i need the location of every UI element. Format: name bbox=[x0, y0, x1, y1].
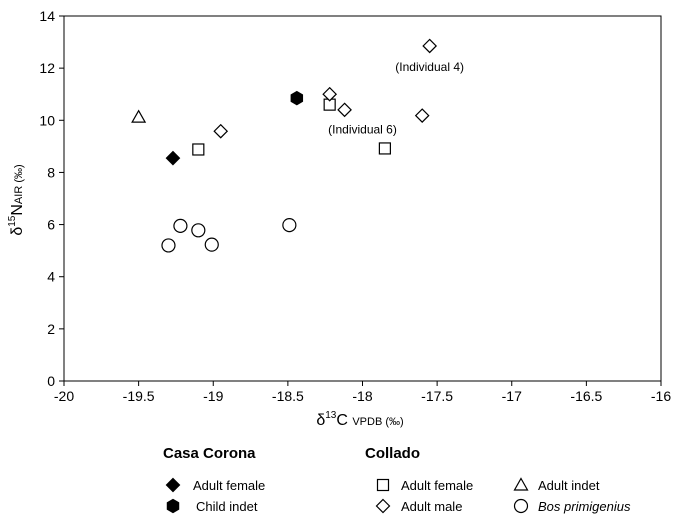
data-point-collado-bos-primigenius bbox=[173, 218, 188, 233]
legend-marker-casa-corona-child-indet bbox=[166, 498, 180, 514]
x-tick-label: -19.5 bbox=[123, 388, 155, 404]
x-tick-label: -20 bbox=[54, 388, 74, 404]
x-tick-label: -18 bbox=[352, 388, 372, 404]
x-axis-title-sub: VPDB (‰) bbox=[352, 416, 403, 428]
data-point-collado-bos-primigenius bbox=[282, 217, 297, 233]
data-point-collado-bos-primigenius bbox=[191, 223, 206, 238]
annotations: (Individual 4) (Individual 6) bbox=[328, 60, 464, 137]
y-tick-label: 10 bbox=[39, 112, 55, 128]
legend-item-collado-adult-female bbox=[376, 478, 390, 492]
x-axis-title-prefix: δ bbox=[316, 412, 325, 429]
legend-marker-collado-bos-primigenius bbox=[513, 498, 529, 514]
legend-label-collado-adult-male: Adult male bbox=[401, 499, 462, 514]
data-points bbox=[131, 38, 438, 253]
annotation-individual-4: (Individual 4) bbox=[395, 60, 464, 74]
data-point-collado-adult-male bbox=[337, 102, 352, 118]
y-axis-title-main: N bbox=[9, 204, 26, 216]
legend-label-casa-corona-adult-female: Adult female bbox=[193, 478, 265, 493]
y-tick-label: 12 bbox=[39, 60, 55, 76]
x-tick-label: -17 bbox=[502, 388, 522, 404]
data-point-collado-adult-male bbox=[322, 86, 338, 102]
x-axis-title: δ13C VPDB (‰) bbox=[316, 410, 403, 429]
data-point-casa-corona-adult-female bbox=[165, 150, 181, 166]
data-point-collado-adult-male bbox=[213, 123, 229, 139]
y-tick-label: 4 bbox=[47, 269, 55, 285]
legend-label-casa-corona-child-indet: Child indet bbox=[196, 499, 258, 514]
legend-item-collado-adult-male bbox=[375, 498, 391, 514]
y-tick-label: 0 bbox=[47, 373, 55, 389]
data-point-collado-adult-male bbox=[422, 38, 438, 54]
legend: Casa Corona Collado Adult female Child i… bbox=[163, 445, 631, 514]
x-tick-label: -17.5 bbox=[421, 388, 453, 404]
x-tick-label: -18.5 bbox=[272, 388, 304, 404]
data-point-casa-corona-child-indet bbox=[290, 90, 304, 106]
y-axis-title-sup: 15 bbox=[7, 215, 18, 227]
legend-marker-collado-adult-female bbox=[376, 478, 390, 492]
x-axis-title-sup: 13 bbox=[325, 410, 337, 421]
y-axis-title-prefix: δ bbox=[9, 227, 26, 236]
legend-item-casa-corona-child-indet bbox=[166, 498, 180, 514]
legend-item-casa-corona-adult-female bbox=[165, 477, 181, 493]
data-point-collado-bos-primigenius bbox=[204, 237, 219, 252]
data-point-collado-adult-male bbox=[414, 108, 430, 123]
x-axis-ticks: -20 -19.5 -19 -18.5 -18 -17.5 -17 -16.5 -16 bbox=[54, 381, 671, 404]
data-point-collado-adult-indet bbox=[131, 109, 147, 123]
y-tick-label: 2 bbox=[47, 321, 55, 337]
plot-frame bbox=[63, 15, 662, 382]
y-tick-label: 8 bbox=[47, 164, 55, 180]
annotation-individual-6: (Individual 6) bbox=[328, 122, 397, 136]
legend-label-collado-adult-indet: Adult indet bbox=[538, 478, 600, 493]
legend-label-collado-bos-primigenius: Bos primigenius bbox=[538, 499, 631, 514]
data-point-collado-bos-primigenius bbox=[161, 238, 176, 253]
x-axis-title-main: C bbox=[336, 412, 352, 429]
x-tick-label: -16 bbox=[651, 388, 671, 404]
y-tick-label: 14 bbox=[39, 8, 55, 24]
y-axis-ticks: 0 2 4 6 8 10 12 14 bbox=[39, 8, 64, 389]
y-tick-label: 6 bbox=[47, 217, 55, 233]
x-tick-label: -16.5 bbox=[570, 388, 602, 404]
data-point-collado-adult-female bbox=[192, 143, 205, 156]
x-tick-label: -19 bbox=[203, 388, 223, 404]
legend-marker-collado-adult-male bbox=[375, 498, 391, 514]
y-axis-title: δ15NAIR (‰) bbox=[7, 164, 26, 235]
data-point-collado-adult-female bbox=[378, 142, 391, 155]
legend-label-collado-adult-female: Adult female bbox=[401, 478, 473, 493]
legend-marker-collado-adult-indet bbox=[513, 477, 529, 491]
legend-group-title-casa-corona: Casa Corona bbox=[163, 445, 256, 462]
legend-item-collado-adult-indet bbox=[513, 477, 529, 491]
y-axis-title-sub: AIR (‰) bbox=[13, 164, 25, 204]
legend-marker-casa-corona-adult-female bbox=[165, 477, 181, 493]
plot-area bbox=[63, 15, 662, 382]
legend-group-title-collado: Collado bbox=[365, 445, 420, 462]
legend-item-collado-bos-primigenius bbox=[513, 498, 529, 514]
